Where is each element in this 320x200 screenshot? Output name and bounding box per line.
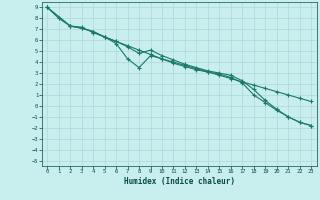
X-axis label: Humidex (Indice chaleur): Humidex (Indice chaleur) [124,177,235,186]
